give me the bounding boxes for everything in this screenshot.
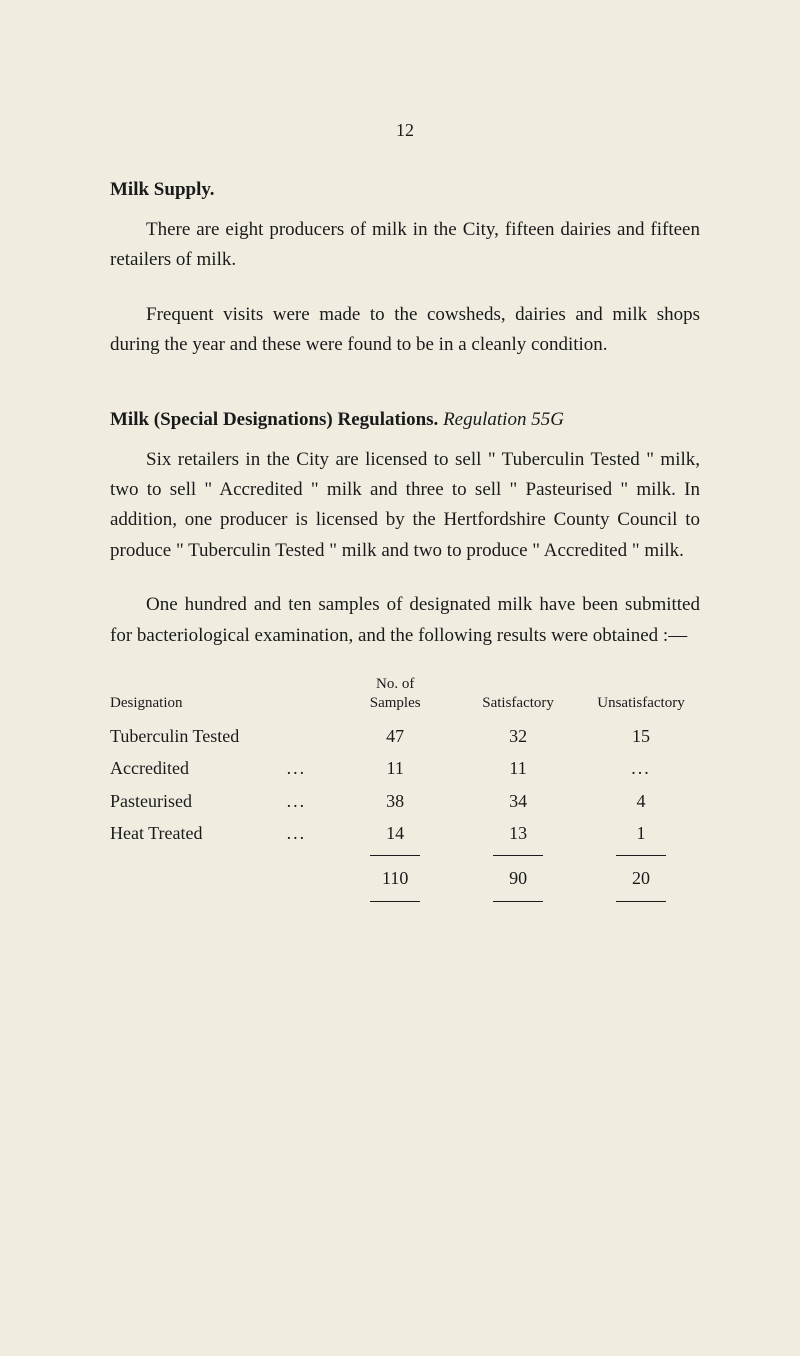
total-unsatisfactory: 20 [582,862,700,894]
heading-italic: Regulation 55G [443,409,564,430]
paragraph: There are eight producers of milk in the… [110,215,700,276]
document-page: 12 Milk Supply. There are eight producer… [0,0,800,968]
cell-samples: 11 [336,752,454,784]
cell-designation: Tuberculin Tested [110,720,336,752]
cell-satisfactory: 11 [454,752,582,784]
cell-unsatisfactory: ... [582,752,700,784]
total-satisfactory: 90 [454,862,582,894]
horizontal-rule [616,855,666,856]
cell-samples: 38 [336,785,454,817]
cell-unsatisfactory: 15 [582,720,700,752]
table-header-row: Designation No. of Samples Satisfactory … [110,675,700,714]
horizontal-rule [493,855,543,856]
header-satisfactory: Satisfactory [454,675,582,714]
table-row: Pasteurised ... 38 34 4 [110,785,700,817]
results-table: Designation No. of Samples Satisfactory … [110,675,700,902]
cell-designation: Pasteurised ... [110,785,336,817]
cell-designation: Accredited ... [110,752,336,784]
paragraph: Six retailers in the City are licensed t… [110,445,700,567]
horizontal-rule [370,901,420,902]
section-heading-milk-supply: Milk Supply. [110,179,700,201]
paragraph: One hundred and ten samples of designate… [110,590,700,651]
heading-bold: Milk (Special Designations) Regulations. [110,409,438,430]
cell-samples: 14 [336,817,454,849]
cell-satisfactory: 32 [454,720,582,752]
cell-unsatisfactory: 4 [582,785,700,817]
cell-samples: 47 [336,720,454,752]
cell-satisfactory: 13 [454,817,582,849]
cell-unsatisfactory: 1 [582,817,700,849]
rule-row [110,855,700,856]
header-unsatisfactory: Unsatisfactory [582,675,700,714]
section-heading-regulations: Milk (Special Designations) Regulations.… [110,409,700,431]
cell-designation: Heat Treated ... [110,817,336,849]
total-samples: 110 [336,862,454,894]
table-row: Tuberculin Tested 47 32 15 [110,720,700,752]
table-totals-row: 110 90 20 [110,862,700,894]
table-row: Accredited ... 11 11 ... [110,752,700,784]
page-number: 12 [110,120,700,141]
header-designation: Designation [110,675,336,714]
header-samples: No. of Samples [336,675,454,714]
horizontal-rule [616,901,666,902]
horizontal-rule [370,855,420,856]
rule-row [110,901,700,902]
paragraph: Frequent visits were made to the cowshed… [110,300,700,361]
horizontal-rule [493,901,543,902]
table-row: Heat Treated ... 14 13 1 [110,817,700,849]
cell-satisfactory: 34 [454,785,582,817]
